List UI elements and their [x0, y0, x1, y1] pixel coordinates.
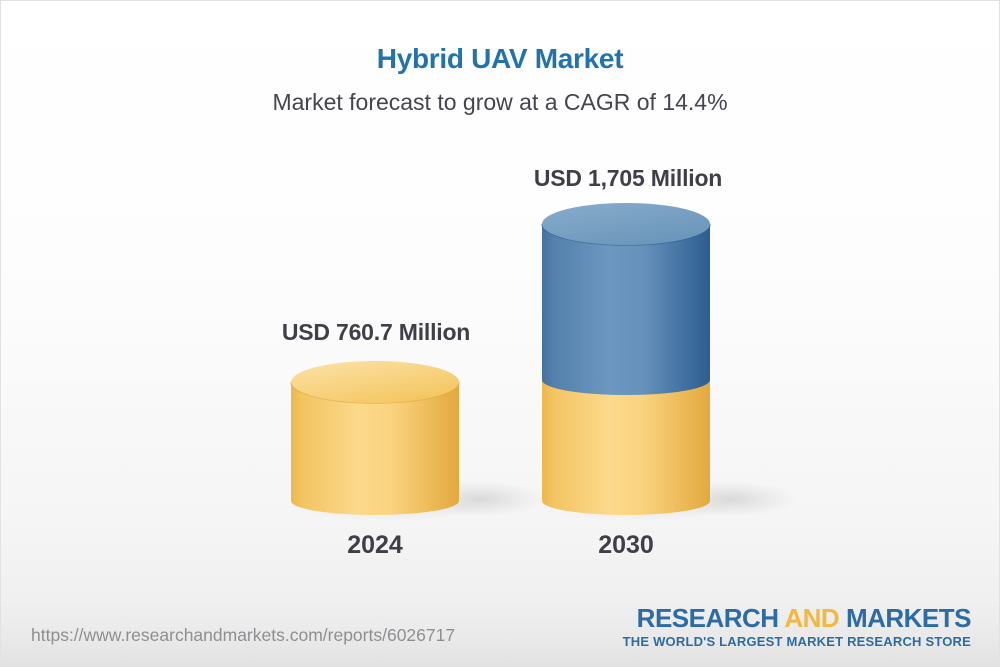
category-label-2030: 2030: [598, 531, 654, 559]
brand-logo: RESEARCH AND MARKETS THE WORLD'S LARGEST…: [622, 603, 972, 649]
brand-logo-wordmark: RESEARCH AND MARKETS: [623, 603, 972, 633]
value-label-2024: USD 760.7 Million: [281, 319, 471, 345]
value-label-2030: USD 1,705 Million: [533, 165, 723, 191]
logo-word-markets: MARKETS: [845, 603, 972, 633]
category-label-2024: 2024: [347, 531, 403, 559]
brand-logo-tagline: THE WORLD'S LARGEST MARKET RESEARCH STOR…: [622, 633, 971, 649]
source-url: https://www.researchandmarkets.com/repor…: [31, 625, 456, 645]
logo-word-research: RESEARCH: [636, 603, 779, 633]
page-subtitle: Market forecast to grow at a CAGR of 14.…: [272, 89, 728, 115]
page-title: Hybrid UAV Market: [376, 43, 624, 74]
logo-word-and: AND: [784, 603, 840, 633]
